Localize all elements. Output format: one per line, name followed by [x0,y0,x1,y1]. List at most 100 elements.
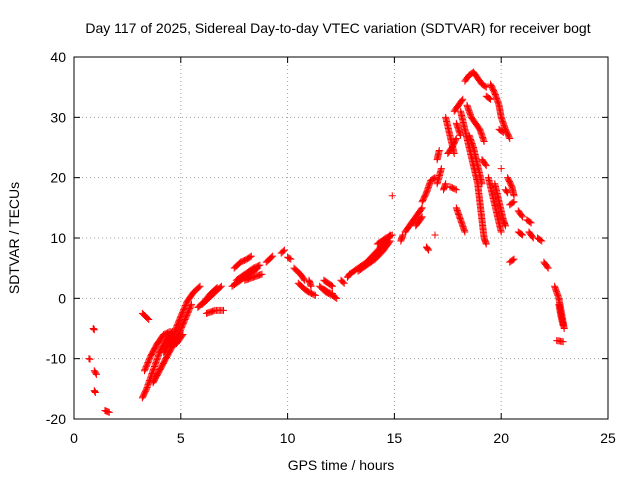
data-track [506,255,518,266]
data-point [307,282,315,290]
data-point [519,213,527,221]
data-point [328,290,336,298]
data-track [90,387,99,396]
data-point [418,204,426,212]
data-track [388,192,396,200]
data-track [497,165,505,173]
data-point [526,218,534,226]
data-point [543,263,551,271]
data-point [279,247,287,255]
data-point [105,408,113,416]
data-track [450,95,467,115]
y-tick-label: 10 [50,230,66,246]
data-point [90,325,98,333]
data-track [294,279,319,299]
data-point [527,219,535,227]
data-point [509,199,517,207]
data-track [484,174,505,236]
data-point [505,133,513,141]
y-tick-label: -10 [46,351,66,367]
data-point [91,388,99,396]
data-track [452,119,465,139]
data-track [506,198,518,209]
data-point [435,147,443,155]
data-track [89,325,98,334]
data-track [101,407,113,416]
data-point [328,282,336,290]
data-point [506,134,514,142]
data-point [195,283,203,291]
data-point [286,255,294,263]
data-track [540,258,552,272]
data-track [320,285,336,298]
data-point [497,228,505,236]
data-track [444,134,460,158]
data-point [327,282,335,290]
data-track [373,231,396,248]
data-track [337,276,348,287]
data-point [85,355,93,363]
data-point [517,230,525,238]
data-point [280,246,288,254]
x-tick-label: 20 [493,430,509,446]
data-track [320,276,336,290]
x-tick-label: 5 [177,430,185,446]
axis-ticks: 0 5 10 15 20 25 -20 -10 0 10 20 30 40 [46,49,616,446]
data-track [555,300,567,329]
data-track [514,207,527,221]
data-point [538,237,546,245]
data-point [452,134,460,142]
data-track [160,282,204,357]
data-track [446,183,460,194]
data-track [534,234,546,245]
data-point [196,282,204,290]
data-point [485,94,493,102]
data-track [422,243,433,254]
data-point [537,236,545,244]
data-track [284,253,295,263]
data-point [480,137,488,145]
data-point [216,283,224,291]
data-point [246,253,254,261]
x-tick-label: 25 [600,430,616,446]
data-point [487,95,495,103]
data-point [559,338,567,346]
data-point [519,231,527,239]
data-track [433,147,443,164]
data-point [340,279,348,287]
data-track [138,309,153,323]
data-point [442,180,450,188]
data-track [85,355,94,363]
data-track [90,367,100,378]
y-tick-label: 30 [50,109,66,125]
data-point [544,264,552,272]
x-tick-label: 0 [70,430,78,446]
data-point [333,294,341,302]
data-point [91,388,99,396]
data-point [300,275,308,283]
data-point [311,291,319,299]
data-track [418,174,439,206]
data-point [339,278,347,286]
data-track [412,213,426,230]
data-point [481,82,489,90]
data-point [509,256,517,264]
data-track [202,306,228,317]
y-tick-label: -20 [46,411,66,427]
data-point [332,294,340,302]
data-track [401,204,426,236]
data-point [217,282,225,290]
data-track [232,261,264,284]
y-tick-label: 0 [58,290,66,306]
data-point [425,246,433,254]
data-point [431,231,439,239]
data-point [424,245,432,253]
data-point [461,228,469,236]
y-tick-label: 20 [50,170,66,186]
data-point [145,315,153,323]
data-point [90,326,98,334]
data-point [499,128,507,136]
data-track [487,80,514,142]
data-point [388,231,396,239]
data-track [482,92,495,103]
